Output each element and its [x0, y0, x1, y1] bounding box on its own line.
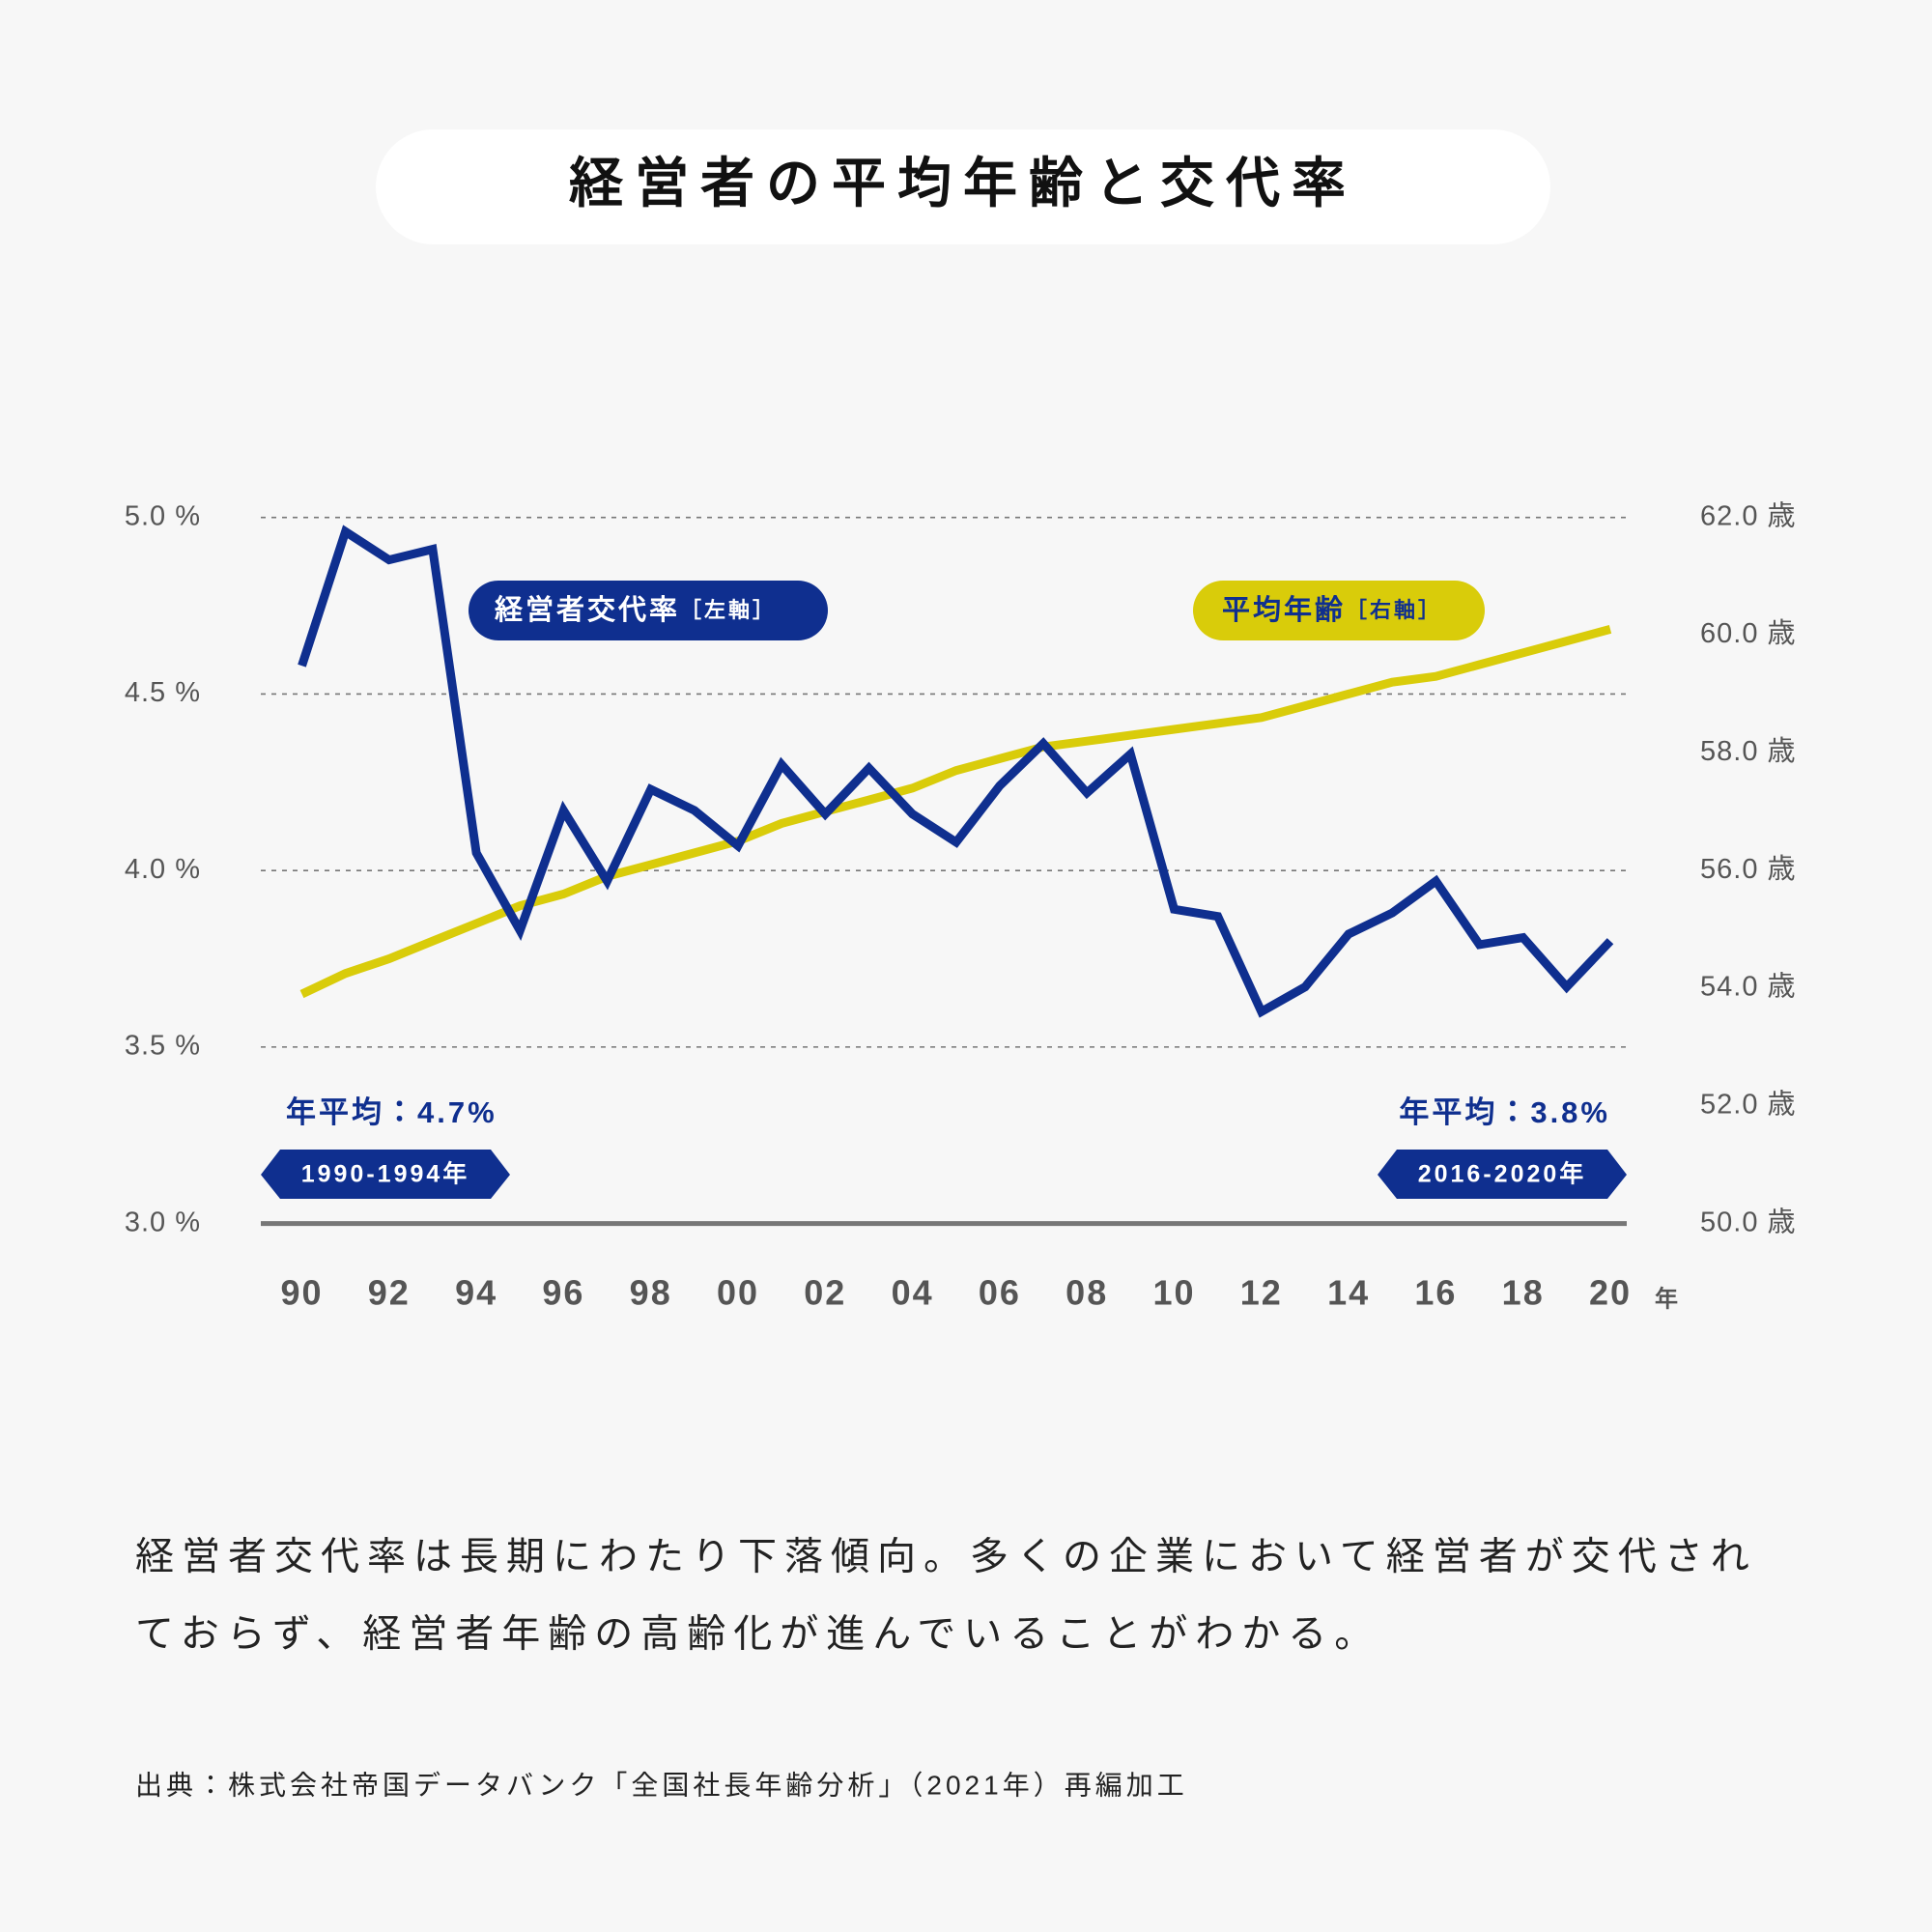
y2-tick-label: 56.0 歳 — [1700, 853, 1797, 885]
y2-tick-label: 50.0 歳 — [1700, 1206, 1797, 1237]
series-line — [298, 525, 1614, 1018]
x-tick-label: 06 — [979, 1273, 1021, 1313]
description: 経営者交代率は長期にわたり下落傾向。多くの企業において経営者が交代され — [135, 1536, 1757, 1578]
x-axis-label: 年 — [1655, 1285, 1678, 1312]
legend-label: 平均年齢［右軸］ — [1222, 593, 1442, 626]
x-tick-label: 18 — [1502, 1273, 1545, 1313]
annotation: 年平均：3.8% — [1399, 1095, 1610, 1129]
x-tick-label: 10 — [1152, 1273, 1195, 1313]
legend-name: 平均年齢 — [1222, 593, 1346, 626]
x-tick-label: 08 — [1065, 1273, 1108, 1313]
legend-pill — [469, 581, 828, 640]
x-tick-label: 94 — [455, 1273, 497, 1313]
description: ておらず、経営者年齢の高齢化が進んでいることがわかる。 — [135, 1613, 1380, 1656]
x-tick-label: 12 — [1240, 1273, 1283, 1313]
period-label: 1990-1994年 — [301, 1160, 470, 1188]
y-tick-label: 5.0 % — [125, 500, 201, 531]
x-tick-label: 02 — [804, 1273, 846, 1313]
y2-tick-label: 54.0 歳 — [1700, 971, 1797, 1003]
x-tick-label: 92 — [368, 1273, 411, 1313]
x-tick-label: 04 — [892, 1273, 934, 1313]
annotation: 年平均：4.7% — [286, 1095, 497, 1129]
y2-tick-label: 62.0 歳 — [1700, 499, 1797, 531]
x-tick-label: 16 — [1414, 1273, 1457, 1313]
y-tick-label: 3.5 % — [125, 1031, 201, 1062]
legend-note: ［左軸］ — [680, 598, 777, 622]
legend-label: 経営者交代率［左軸］ — [495, 593, 777, 626]
y-tick-label: 3.0 % — [125, 1207, 201, 1237]
y2-tick-label: 60.0 歳 — [1700, 617, 1797, 649]
x-tick-label: 14 — [1327, 1273, 1370, 1313]
y-tick-label: 4.0 % — [125, 854, 201, 885]
period-badge — [1378, 1150, 1627, 1199]
period-badge — [261, 1150, 510, 1199]
y2-tick-label: 52.0 歳 — [1700, 1088, 1797, 1120]
period-label: 2016-2020年 — [1418, 1160, 1587, 1188]
y2-tick-label: 58.0 歳 — [1700, 735, 1797, 767]
x-tick-label: 90 — [280, 1273, 323, 1313]
x-tick-label: 20 — [1589, 1273, 1632, 1313]
y-tick-label: 4.5 % — [125, 677, 201, 708]
x-tick-label: 96 — [542, 1273, 584, 1313]
x-tick-label: 00 — [717, 1273, 759, 1313]
title-pill — [376, 129, 1550, 244]
chart-title: 経営者の平均年齢と交代率 — [569, 153, 1357, 213]
source: 出典：株式会社帝国データバンク「全国社長年齢分析」（2021年）再編加工 — [135, 1770, 1188, 1800]
series-line — [299, 625, 1612, 999]
x-tick-label: 98 — [630, 1273, 672, 1313]
legend-note: ［右軸］ — [1346, 598, 1442, 622]
legend-pill — [1193, 581, 1485, 640]
legend-name: 経営者交代率 — [495, 593, 680, 626]
